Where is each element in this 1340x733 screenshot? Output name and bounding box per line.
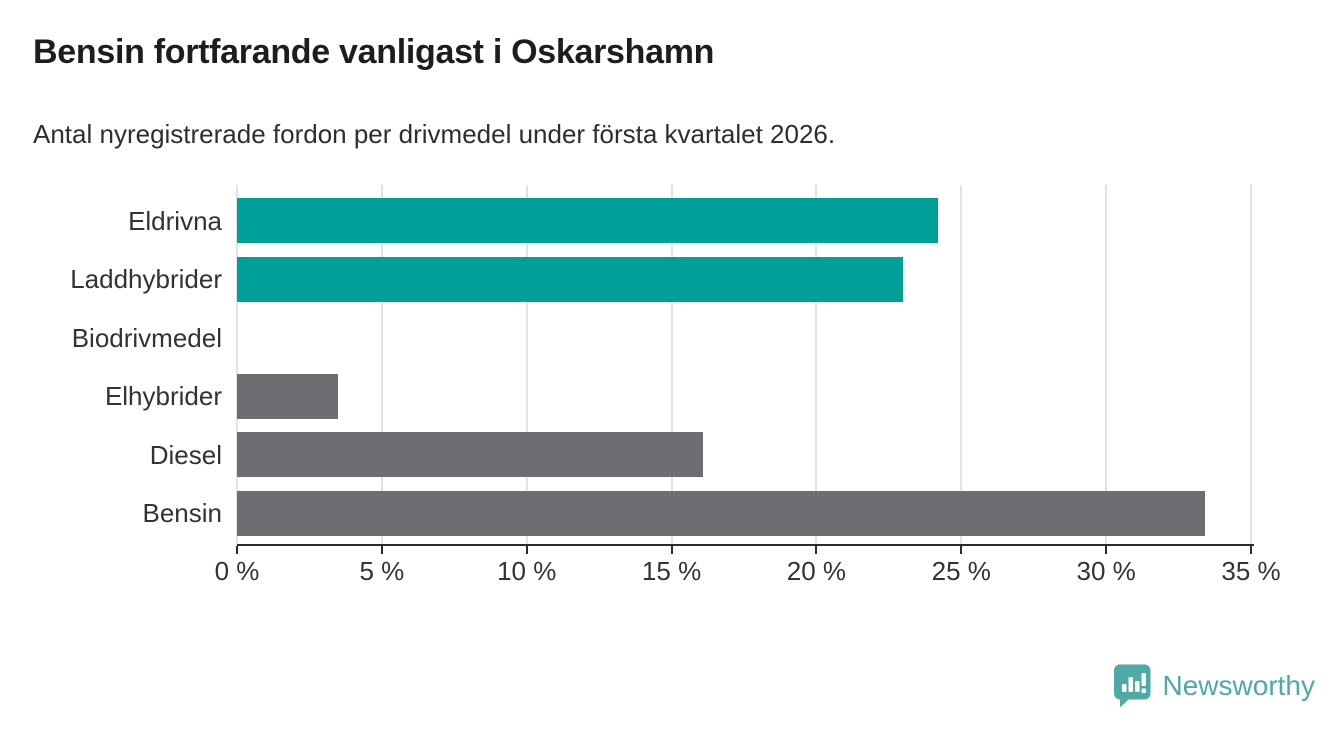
bar-diesel <box>237 432 704 477</box>
x-axis-tick <box>380 546 383 554</box>
bar-chart-speech-bubble-icon <box>1113 664 1151 708</box>
category-label-elhybrider: Elhybrider <box>104 381 222 411</box>
x-axis-tick-label: 30 % <box>1076 556 1136 586</box>
x-axis-tick-label: 5 % <box>359 556 405 586</box>
bar-laddhybrider <box>237 256 904 302</box>
x-axis-tick <box>670 546 673 554</box>
x-axis-tick <box>1250 546 1252 554</box>
category-label-laddhybrider: Laddhybrider <box>70 264 222 294</box>
gridline <box>380 185 383 546</box>
x-axis-tick-label: 20 % <box>786 556 847 586</box>
gridline <box>815 185 818 546</box>
category-axis: Eldrivna Laddhybrider Biodrivmedel Elhybrid… <box>0 185 222 546</box>
gridline <box>236 185 238 546</box>
gridline <box>1105 185 1108 546</box>
x-axis-tick-label: 10 % <box>497 556 557 586</box>
bar-bensin <box>237 490 1205 536</box>
page-title: Bensin fortfarande vanligast i Oskarsham… <box>33 33 715 71</box>
newsworthy-logo: Newsworthy <box>1113 663 1315 708</box>
bar-eldrivna <box>237 198 939 243</box>
x-axis-tick <box>236 546 238 554</box>
category-label-diesel: Diesel <box>149 439 222 470</box>
category-label-biodrivmedel: Biodrivmedel <box>71 322 222 353</box>
gridline <box>525 185 528 546</box>
gridline <box>960 185 963 546</box>
x-axis-tick-label: 35 % <box>1221 556 1281 586</box>
x-axis-tick <box>960 546 963 554</box>
x-axis-tick <box>1105 546 1108 554</box>
gridline <box>1250 185 1252 546</box>
page-subtitle: Antal nyregistrerade fordon per drivmede… <box>33 119 836 149</box>
plot-area <box>236 185 1252 546</box>
x-axis-tick-label: 0 % <box>214 556 260 586</box>
x-axis-line <box>237 544 1254 546</box>
category-label-bensin: Bensin <box>142 498 223 528</box>
x-axis-tick <box>525 546 528 554</box>
category-label-eldrivna: Eldrivna <box>128 205 222 236</box>
x-axis-tick-label: 25 % <box>931 556 991 586</box>
x-axis-tick-label: 15 % <box>641 556 702 586</box>
newsworthy-brand-text: Newsworthy <box>1162 669 1315 701</box>
bar-elhybrider <box>237 373 339 419</box>
gridline <box>670 185 673 546</box>
x-axis-tick <box>815 546 818 554</box>
